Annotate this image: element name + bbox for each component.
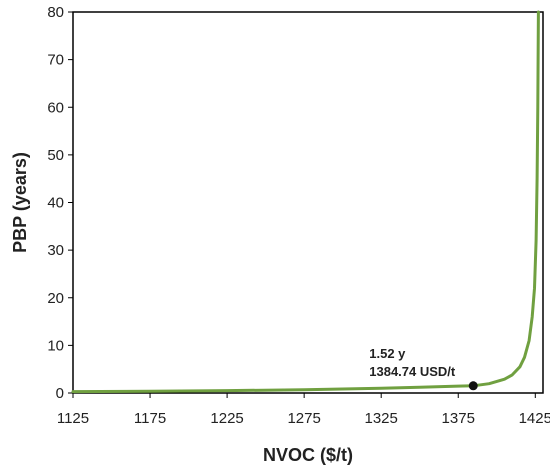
y-axis-title: PBP (years) [10, 152, 30, 253]
x-tick-label: 1325 [365, 410, 398, 427]
y-tick-label: 60 [47, 99, 64, 116]
y-tick-label: 0 [56, 385, 64, 402]
x-tick-label: 1225 [210, 410, 243, 427]
plot-frame [72, 11, 544, 394]
y-tick-label: 20 [47, 290, 64, 307]
x-tick-label: 1425 [519, 410, 550, 427]
x-tick-label: 1175 [134, 410, 166, 427]
y-tick-label: 10 [47, 337, 64, 354]
y-tick-label: 40 [47, 195, 64, 212]
annotation-nvoc-value: 1384.74 USD/t [369, 364, 456, 379]
x-axis-ticks: 1125 1175 1225 1275 1325 1375 1425 [57, 393, 550, 427]
y-axis-ticks: 0 10 20 30 40 50 60 70 80 [47, 4, 73, 402]
x-tick-label: 1375 [442, 410, 475, 427]
annotation-pbp-value: 1.52 y [369, 346, 406, 361]
y-tick-label: 50 [47, 147, 64, 164]
x-axis-title: NVOC ($/t) [263, 445, 353, 465]
highlight-point [468, 381, 478, 391]
x-tick-label: 1275 [287, 410, 320, 427]
x-tick-label: 1125 [57, 410, 89, 427]
y-tick-label: 70 [47, 52, 64, 69]
y-tick-label: 80 [47, 4, 64, 21]
y-tick-label: 30 [47, 242, 64, 259]
series-line-pbp [71, 10, 540, 394]
